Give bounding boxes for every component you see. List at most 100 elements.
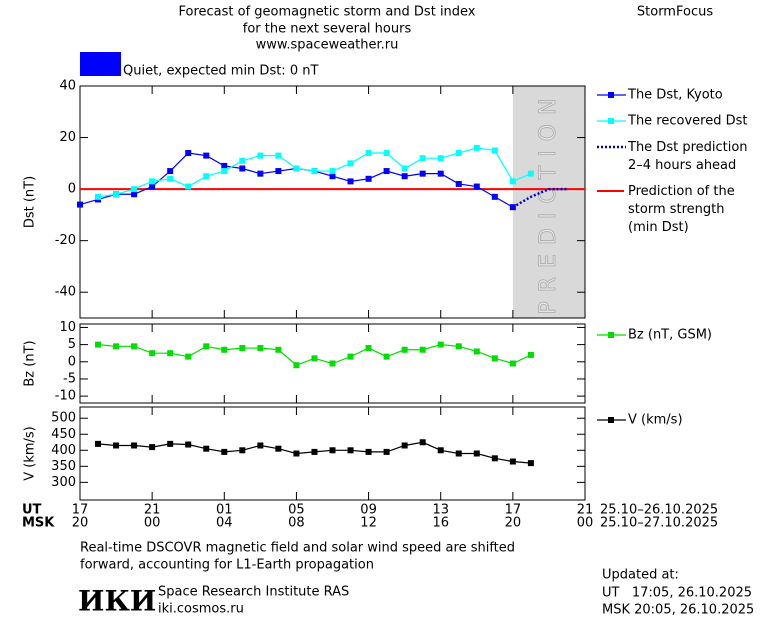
data-point xyxy=(257,442,264,449)
data-point xyxy=(239,447,246,454)
updated-ut: UT 17:05, 26.10.2025 xyxy=(602,586,752,601)
y-tick-label: 40 xyxy=(59,79,76,94)
date-range: 25.10–26.10.2025 xyxy=(600,503,718,518)
data-point xyxy=(203,343,210,350)
data-point xyxy=(347,178,354,185)
y-axis-label: V (km/s) xyxy=(23,426,38,481)
x-tick-label: 00 xyxy=(577,516,594,531)
data-point xyxy=(491,147,498,154)
data-point xyxy=(365,345,372,352)
data-point xyxy=(509,178,516,185)
x-tick-label: 20 xyxy=(72,516,89,531)
data-point xyxy=(329,360,336,367)
data-point xyxy=(383,353,390,360)
data-point xyxy=(167,440,174,447)
data-point xyxy=(509,458,516,465)
y-tick-label: 300 xyxy=(51,475,76,490)
x-tick-label: 21 xyxy=(144,503,161,518)
status-swatch xyxy=(80,52,121,76)
y-tick-label: -5 xyxy=(63,371,76,386)
y-tick-label: 450 xyxy=(51,427,76,442)
legend-label: The Dst prediction 2–4 hours ahead xyxy=(627,140,748,173)
x-axis-label: UT xyxy=(22,503,42,518)
data-point xyxy=(527,351,534,358)
data-point xyxy=(491,455,498,462)
title-line: for the next several hours xyxy=(243,22,412,37)
data-point xyxy=(473,144,480,151)
data-point xyxy=(473,183,480,190)
legend-label: V (km/s) xyxy=(628,413,683,428)
legend-marker xyxy=(608,332,614,338)
data-point xyxy=(257,170,264,177)
series-line xyxy=(512,187,567,209)
data-point xyxy=(149,350,156,357)
data-point xyxy=(347,353,354,360)
x-tick-label: 12 xyxy=(360,516,377,531)
y-tick-label: -40 xyxy=(55,285,76,300)
data-point xyxy=(131,186,138,193)
data-point xyxy=(149,444,156,451)
data-point xyxy=(311,448,318,455)
data-point xyxy=(293,450,300,457)
data-point xyxy=(455,343,462,350)
legend-label: Prediction of the storm strength (min Dst) xyxy=(628,184,735,235)
data-point xyxy=(329,173,336,180)
y-tick-label: -10 xyxy=(55,389,76,404)
data-point xyxy=(437,341,444,348)
data-point xyxy=(437,155,444,162)
institute: Space Research Institute RAS xyxy=(158,585,349,600)
data-point xyxy=(293,362,300,369)
data-point xyxy=(221,162,228,169)
data-point xyxy=(527,460,534,467)
data-point xyxy=(167,175,174,182)
data-point xyxy=(365,448,372,455)
data-point xyxy=(347,447,354,454)
title-line: Forecast of geomagnetic storm and Dst in… xyxy=(178,5,475,20)
y-axis-label: Bz (nT) xyxy=(23,340,38,386)
data-point xyxy=(419,170,426,177)
data-point xyxy=(383,168,390,175)
data-point xyxy=(113,442,120,449)
data-point xyxy=(437,447,444,454)
plot-frame xyxy=(79,323,586,404)
data-point xyxy=(77,201,83,208)
prediction-zone xyxy=(512,86,585,318)
data-point xyxy=(221,168,228,175)
data-point xyxy=(401,165,408,172)
y-tick-label: 20 xyxy=(59,130,76,145)
legend-label: The Dst, Kyoto xyxy=(627,88,723,103)
y-tick-label: 0 xyxy=(68,182,76,197)
data-point xyxy=(149,183,156,190)
x-axis-label: MSK xyxy=(22,516,55,531)
data-point xyxy=(275,152,282,159)
legend-label: The recovered Dst xyxy=(627,114,747,129)
x-tick-label: 16 xyxy=(432,516,449,531)
data-point xyxy=(113,191,120,198)
x-tick-label: 13 xyxy=(432,503,449,518)
updated-label: Updated at: xyxy=(602,568,679,583)
footer-note: forward, accounting for L1-Earth propaga… xyxy=(80,558,374,573)
data-point xyxy=(383,448,390,455)
data-point xyxy=(185,441,192,448)
data-point xyxy=(365,175,372,182)
date-range: 25.10–27.10.2025 xyxy=(600,516,718,531)
y-tick-label: 500 xyxy=(51,411,76,426)
data-point xyxy=(473,348,480,355)
y-axis-label: Dst (nT) xyxy=(23,176,38,228)
brand: StormFocus xyxy=(637,5,713,20)
data-point xyxy=(203,445,210,452)
data-point xyxy=(419,346,426,353)
data-point xyxy=(131,191,138,198)
site[interactable]: iki.cosmos.ru xyxy=(158,602,244,617)
status-label: Quiet, expected min Dst: 0 nT xyxy=(123,64,318,79)
data-point xyxy=(95,341,102,348)
data-point xyxy=(491,193,498,200)
legend-marker xyxy=(608,417,614,423)
x-tick-label: 17 xyxy=(505,503,522,518)
data-point xyxy=(275,168,282,175)
legend-label: Bz (nT, GSM) xyxy=(628,328,712,343)
data-point xyxy=(239,165,246,172)
data-point xyxy=(311,168,318,175)
